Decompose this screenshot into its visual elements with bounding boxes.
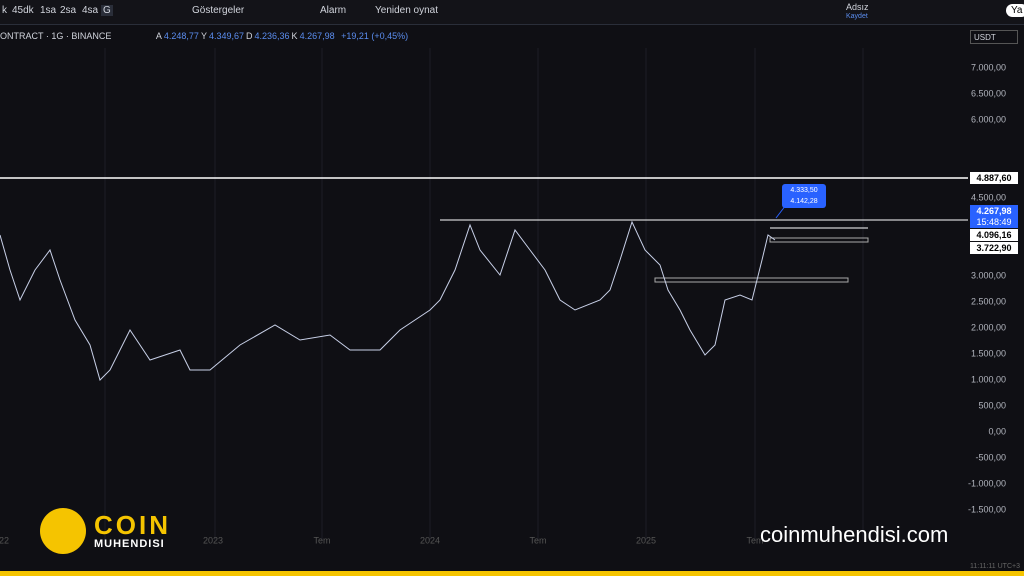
ohlc-key: K (291, 31, 298, 41)
change: +19,21 (+0,45%) (341, 31, 409, 41)
price-tick-label: 4.500,00 (971, 192, 1006, 202)
alarm-button[interactable]: Alarm (320, 5, 347, 16)
interval[interactable]: k (2, 5, 7, 16)
time-tick-label: Tem (529, 535, 546, 545)
interval[interactable]: G (101, 5, 113, 16)
ohlc-value: 4.236,36 (254, 31, 290, 41)
ohlc-key: Y (200, 31, 207, 41)
price-badge: 3.722,90 (970, 242, 1018, 254)
price-tick-label: -500,00 (975, 452, 1006, 462)
ohlc-value: 4.248,77 (163, 31, 199, 41)
logo-brand: COIN (94, 510, 171, 540)
ohlc-value: 4.267,98 (299, 31, 335, 41)
price-tick-label: 1.500,00 (971, 348, 1006, 358)
price-badge: 4.096,16 (970, 229, 1018, 241)
price-tick-label: 3.000,00 (971, 270, 1006, 280)
tooltip-text: 4.142,28 (790, 198, 817, 205)
logo-sub: MUHENDISI (94, 538, 165, 550)
ohlc-key: D (246, 31, 253, 41)
ohlc: A 4.248,77 Y 4.349,67 D 4.236,36 K 4.267,98 (156, 31, 337, 41)
time-tick-label: 22 (0, 535, 9, 545)
price-tick-label: 6.500,00 (971, 88, 1006, 98)
interval[interactable]: 4sa (82, 5, 99, 16)
replay-button[interactable]: Yeniden oynat (375, 5, 439, 16)
save-button[interactable]: Kaydet (846, 13, 868, 20)
price-tick-label: -1.500,00 (968, 504, 1006, 514)
price-tick-label: 1.000,00 (971, 374, 1006, 384)
tooltip-text: 4.333,50 (790, 187, 817, 194)
site-url: coinmuhendisi.com (760, 522, 949, 547)
price-line (0, 220, 776, 381)
currency[interactable]: USDT (970, 30, 1018, 44)
clock: 11:11:11 UTC+3 (970, 563, 1020, 570)
ohlc-key: A (155, 31, 162, 41)
bottom-strip (0, 571, 1024, 576)
symbol-name: ONTRACT · 1G · BINANCE (0, 31, 112, 41)
time-tick-label: 2025 (636, 535, 656, 545)
price-tick-label: 6.000,00 (971, 114, 1006, 124)
price-badge: 4.887,60 (970, 172, 1018, 184)
zone (769, 237, 869, 243)
grid (104, 48, 864, 540)
logo-icon (40, 508, 86, 554)
price-badge: 4.267,98 (970, 205, 1018, 217)
price-tick-label: -1.000,00 (968, 478, 1006, 488)
indicators-button[interactable]: Göstergeler (192, 5, 245, 16)
price-tick-label: 0,00 (988, 426, 1006, 436)
price-tick-label: 500,00 (978, 400, 1006, 410)
price-tick-label: 2.500,00 (971, 296, 1006, 306)
layout-name[interactable]: Adsız (846, 2, 869, 12)
interval[interactable]: 45dk (12, 5, 34, 16)
tooltip (782, 184, 826, 208)
time-tick-label: 2024 (420, 535, 440, 545)
countdown: 15:48:49 (970, 216, 1018, 228)
interval[interactable]: 2sa (60, 5, 77, 16)
account-button[interactable]: Ya (1006, 4, 1024, 17)
toolbar: k 45dk 1sa 2sa 4sa G Göstergeler Alarm Y… (0, 0, 1024, 25)
price-tick-label: 2.000,00 (971, 322, 1006, 332)
price-tick-label: 7.000,00 (971, 62, 1006, 72)
symbol-bar: ONTRACT · 1G · BINANCE A 4.248,77 Y 4.349,6… (0, 31, 410, 41)
time-tick-label: 2023 (203, 535, 223, 545)
interval[interactable]: 1sa (40, 5, 57, 16)
time-tick-label: Tem (746, 535, 763, 545)
zone (654, 277, 849, 283)
ohlc-value: 4.349,67 (208, 31, 244, 41)
time-tick-label: Tem (313, 535, 330, 545)
